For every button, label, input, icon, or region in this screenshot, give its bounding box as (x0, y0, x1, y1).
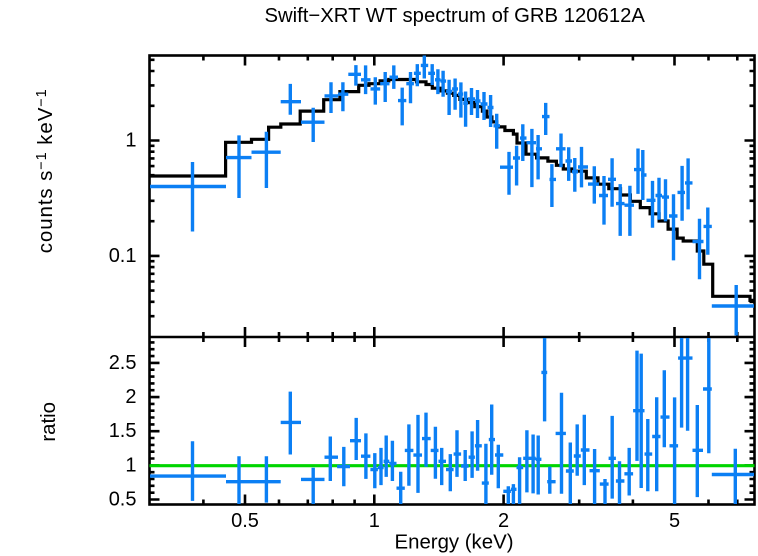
svg-text:1: 1 (369, 510, 380, 532)
svg-text:5: 5 (669, 510, 680, 532)
svg-text:2.5: 2.5 (109, 352, 137, 374)
svg-text:Energy (keV): Energy (keV) (395, 532, 514, 554)
svg-text:2: 2 (498, 510, 509, 532)
svg-text:counts s−1 keV−1: counts s−1 keV−1 (34, 88, 57, 253)
svg-text:0.5: 0.5 (231, 510, 259, 532)
svg-text:1.5: 1.5 (109, 420, 137, 442)
svg-text:2: 2 (125, 386, 136, 408)
svg-text:0.5: 0.5 (109, 489, 137, 511)
svg-text:Swift−XRT WT spectrum of GRB 1: Swift−XRT WT spectrum of GRB 120612A (264, 5, 645, 27)
svg-text:1: 1 (125, 454, 136, 476)
svg-text:0.1: 0.1 (109, 245, 137, 267)
svg-text:ratio: ratio (38, 402, 60, 442)
svg-text:1: 1 (125, 130, 136, 152)
